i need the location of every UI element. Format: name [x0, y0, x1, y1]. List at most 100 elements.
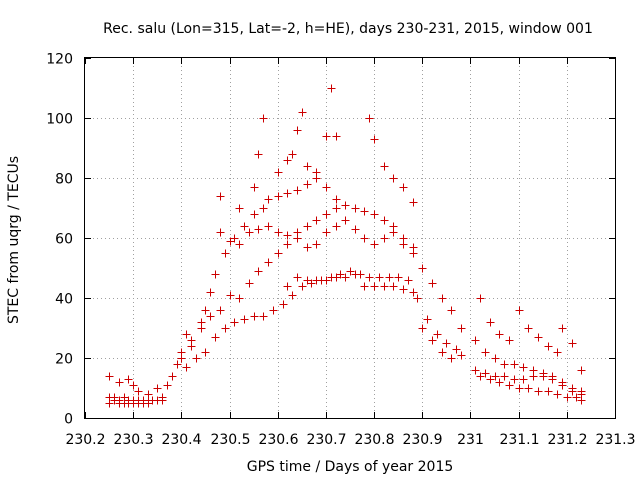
y-tick-label: 20 [55, 352, 73, 368]
data-point [269, 306, 278, 315]
data-point [250, 183, 259, 192]
x-tick-label: 230.5 [210, 432, 250, 448]
data-point [360, 234, 369, 243]
data-point [274, 249, 283, 258]
data-point [399, 240, 408, 249]
data-point [235, 204, 244, 213]
data-point [283, 240, 292, 249]
data-point [370, 210, 379, 219]
data-point [201, 306, 210, 315]
data-point [192, 354, 201, 363]
data-point [298, 282, 307, 291]
data-point [250, 312, 259, 321]
data-point [505, 336, 514, 345]
data-point [259, 204, 268, 213]
data-point [471, 336, 480, 345]
data-point [553, 390, 562, 399]
data-point [105, 372, 114, 381]
data-point [418, 264, 427, 273]
data-point [399, 183, 408, 192]
y-tick-label: 100 [46, 112, 73, 128]
data-point [322, 132, 331, 141]
data-point [447, 306, 456, 315]
data-point [264, 195, 273, 204]
data-point [332, 132, 341, 141]
x-tick-label: 230.8 [354, 432, 394, 448]
data-point [568, 387, 577, 396]
data-point [303, 162, 312, 171]
data-point [360, 282, 369, 291]
data-point [293, 234, 302, 243]
data-point [341, 273, 350, 282]
data-point [539, 372, 548, 381]
data-point [438, 348, 447, 357]
data-point [553, 348, 562, 357]
data-point [413, 294, 422, 303]
y-tick-label: 60 [55, 232, 73, 248]
data-point [124, 375, 133, 384]
data-point [351, 225, 360, 234]
data-point [375, 273, 384, 282]
data-point [235, 240, 244, 249]
data-point [264, 222, 273, 231]
data-point [303, 243, 312, 252]
data-point [274, 168, 283, 177]
x-tick-label: 230.6 [258, 432, 298, 448]
data-point [476, 294, 485, 303]
data-point [491, 372, 500, 381]
data-point [428, 279, 437, 288]
data-point [264, 258, 273, 267]
data-point [168, 372, 177, 381]
data-point [235, 294, 244, 303]
data-point [380, 216, 389, 225]
data-point [351, 204, 360, 213]
data-point [394, 273, 403, 282]
y-axis-label: STEC from uqrg / TECUs [6, 156, 22, 324]
y-tick-label: 80 [55, 172, 73, 188]
data-point [259, 312, 268, 321]
data-point [447, 354, 456, 363]
data-point [341, 201, 350, 210]
data-point [491, 354, 500, 363]
data-point [534, 387, 543, 396]
data-point [428, 336, 437, 345]
data-point [370, 135, 379, 144]
data-point [221, 249, 230, 258]
data-point [163, 381, 172, 390]
data-point [577, 366, 586, 375]
data-point [399, 285, 408, 294]
data-point [452, 345, 461, 354]
data-point [274, 192, 283, 201]
data-point [158, 396, 167, 405]
axis-ticks: 230.2 230.3 230.4 230.5 230.6 230.7 230.8 230.9… [46, 52, 635, 449]
x-tick-label: 231.2 [547, 432, 587, 448]
data-point [370, 240, 379, 249]
data-point [385, 273, 394, 282]
data-point [197, 324, 206, 333]
data-point [283, 156, 292, 165]
data-point [312, 240, 321, 249]
data-point [365, 273, 374, 282]
data-point [288, 150, 297, 159]
data-point [226, 291, 235, 300]
data-point [529, 372, 538, 381]
data-point [423, 315, 432, 324]
data-point [110, 396, 119, 405]
data-point [129, 381, 138, 390]
data-point [216, 306, 225, 315]
data-point [486, 375, 495, 384]
data-point [558, 381, 567, 390]
data-point [259, 114, 268, 123]
data-point [519, 375, 528, 384]
data-point [332, 195, 341, 204]
data-point [572, 393, 581, 402]
data-point [322, 183, 331, 192]
grid-lines [85, 58, 615, 418]
data-point [481, 369, 490, 378]
data-point [134, 399, 143, 408]
x-tick-label: 230.3 [113, 432, 153, 448]
data-point [544, 342, 553, 351]
data-point [365, 114, 374, 123]
